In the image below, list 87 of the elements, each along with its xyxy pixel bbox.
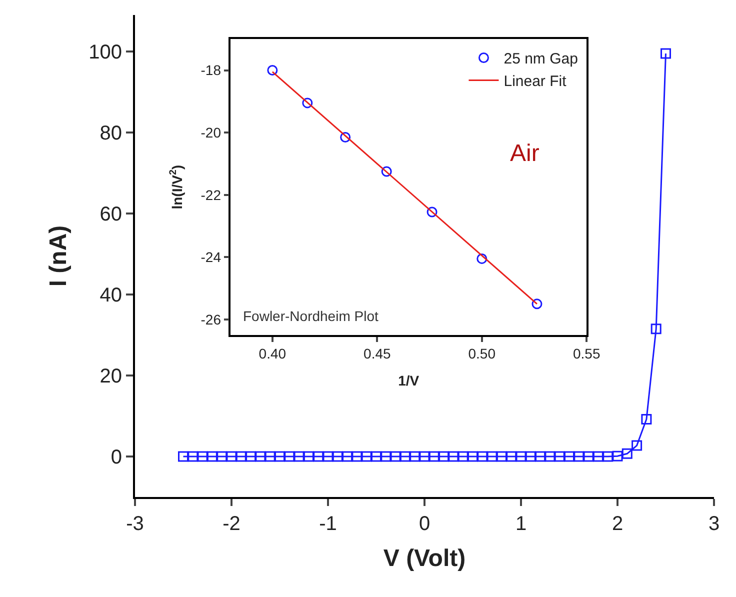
- x-tick-label: -3: [126, 513, 144, 535]
- y-tick-label: 40: [100, 284, 122, 306]
- point: [438, 451, 450, 462]
- point: [554, 451, 565, 462]
- point: [583, 451, 594, 462]
- point: [267, 65, 278, 76]
- annotation: Air: [510, 140, 540, 167]
- point: [206, 451, 218, 462]
- point: [178, 451, 188, 462]
- point: [544, 451, 556, 462]
- point: [197, 451, 208, 462]
- point: [602, 451, 614, 462]
- x-tick-label: -1: [319, 513, 337, 535]
- point: [506, 451, 517, 462]
- point: [632, 440, 642, 451]
- point: [322, 451, 334, 462]
- point: [246, 451, 256, 462]
- point: [419, 451, 430, 462]
- y-tick-label: -22: [200, 186, 222, 203]
- y-tick-label: 60: [100, 203, 122, 226]
- point: [428, 451, 440, 462]
- point: [284, 451, 295, 462]
- point: [525, 451, 536, 462]
- legend-label: Linear Fit: [504, 73, 568, 90]
- x-tick-label: 2: [612, 513, 624, 535]
- point: [264, 451, 276, 462]
- point: [274, 451, 285, 462]
- x-tick-label: 0.45: [364, 346, 391, 362]
- point: [216, 451, 228, 462]
- point: [516, 451, 526, 462]
- y-axis-title: I (nA): [45, 225, 72, 287]
- point: [477, 451, 488, 462]
- point: [476, 253, 488, 264]
- y-tick-label: -20: [200, 124, 222, 140]
- point: [496, 451, 507, 462]
- x-axis-title: 1/V: [398, 372, 420, 388]
- point: [592, 451, 604, 462]
- point: [458, 451, 468, 462]
- y-tick-label: -24: [200, 249, 222, 266]
- point: [650, 324, 662, 334]
- point: [381, 166, 392, 177]
- point: [641, 414, 652, 424]
- x-tick-label: -2: [222, 513, 240, 535]
- point: [255, 451, 266, 462]
- y-tick-label: -18: [200, 62, 222, 78]
- point: [532, 298, 542, 310]
- point: [294, 451, 304, 462]
- y-tick-label: -26: [200, 311, 222, 328]
- point: [332, 451, 343, 462]
- point: [612, 450, 623, 462]
- x-tick-label: 0: [418, 513, 430, 535]
- point: [236, 451, 246, 462]
- point: [342, 451, 353, 462]
- point: [226, 451, 237, 462]
- annotation: Fowler-Nordheim Plot: [243, 308, 378, 324]
- point: [400, 451, 410, 462]
- y-tick-label: 0: [110, 446, 122, 468]
- x-tick-label: 0.50: [468, 346, 496, 362]
- point: [340, 132, 351, 142]
- point: [188, 451, 198, 462]
- y-tick-label: 100: [88, 41, 122, 64]
- x-tick-label: 0.55: [573, 346, 600, 362]
- x-tick-label: 1: [515, 513, 527, 535]
- point: [574, 451, 584, 462]
- point: [486, 451, 498, 462]
- point: [313, 451, 324, 462]
- x-tick-label: 3: [708, 513, 720, 535]
- point: [535, 451, 546, 462]
- point: [468, 451, 478, 462]
- x-tick-label: 0.40: [258, 346, 286, 362]
- y-tick-label: 80: [100, 122, 122, 144]
- point: [426, 206, 438, 218]
- point: [660, 48, 671, 59]
- point: [622, 448, 632, 459]
- legend-label: 25 nm Gap: [504, 50, 578, 68]
- point: [564, 451, 574, 462]
- point: [352, 451, 362, 462]
- point: [380, 451, 392, 462]
- point: [361, 451, 372, 462]
- point: [410, 451, 420, 462]
- point: [303, 451, 314, 462]
- y-tick-label: 20: [100, 365, 122, 388]
- point: [448, 451, 459, 462]
- point: [302, 98, 313, 108]
- x-axis-title: V (Volt): [383, 544, 466, 572]
- point: [390, 451, 401, 462]
- point: [371, 451, 382, 462]
